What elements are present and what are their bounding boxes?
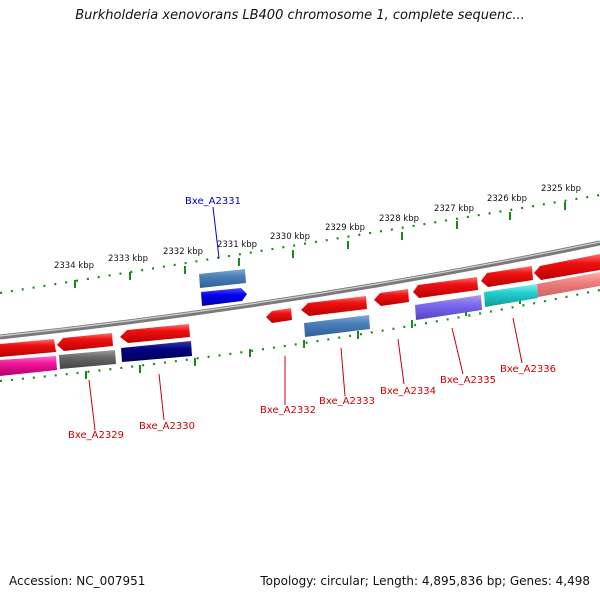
- gene-labels: Bxe_A2331Bxe_A2329Bxe_A2330Bxe_A2332Bxe_…: [68, 196, 556, 441]
- gene-red-2336-upper[interactable]: [481, 266, 533, 287]
- gene-bxe-a2333[interactable]: [304, 315, 370, 337]
- scale-label: 2326 kbp: [487, 194, 527, 204]
- scale-label: 2332 kbp: [163, 247, 203, 257]
- gene-bxe-a2331[interactable]: [201, 288, 247, 306]
- accession-text: Accession: NC_007951: [9, 574, 146, 588]
- gene-label-bxe-a2336[interactable]: Bxe_A2336: [500, 364, 556, 375]
- gene-salmon-right[interactable]: [537, 272, 600, 297]
- gene-bxe-a2331-upper[interactable]: [199, 269, 246, 288]
- gene-label-bxe-a2330[interactable]: Bxe_A2330: [139, 421, 195, 432]
- gene-red-2333-upper[interactable]: [301, 296, 367, 316]
- scale-label: 2327 kbp: [434, 204, 474, 214]
- gene-red-left-1[interactable]: [0, 339, 56, 357]
- gene-bxe-a2329[interactable]: [59, 350, 116, 369]
- gene-bxe-a2334[interactable]: [374, 289, 409, 306]
- scale-label: 2333 kbp: [108, 254, 148, 264]
- gene-bxe-a2336[interactable]: [484, 284, 538, 307]
- map-title: Burkholderia xenovorans LB400 chromosome…: [75, 8, 525, 23]
- scale-label: 2331 kbp: [217, 240, 257, 250]
- gene-label-bxe-a2329[interactable]: Bxe_A2329: [68, 430, 124, 441]
- gene-features: [0, 254, 600, 376]
- scale-label: 2328 kbp: [379, 214, 419, 224]
- gene-label-bxe-a2334[interactable]: Bxe_A2334: [380, 386, 436, 397]
- scale-label: 2329 kbp: [325, 223, 365, 233]
- gene-red-left-3[interactable]: [120, 324, 190, 343]
- scale-label: 2330 kbp: [270, 232, 310, 242]
- gene-label-bxe-a2335[interactable]: Bxe_A2335: [440, 375, 496, 386]
- chromosome-backbone: [0, 240, 600, 340]
- gene-red-left-2[interactable]: [57, 333, 113, 351]
- gene-bxe-a2335[interactable]: [415, 295, 482, 320]
- chromosome-backbone-highlight: [0, 241, 600, 337]
- gene-red-2335-upper[interactable]: [413, 277, 478, 298]
- gene-pink[interactable]: [0, 356, 57, 376]
- gene-label-bxe-a2331[interactable]: Bxe_A2331: [185, 196, 241, 207]
- scale-label: 2334 kbp: [54, 261, 94, 271]
- gene-bxe-a2332[interactable]: [266, 308, 292, 323]
- scale-labels: 2325 kbp 2326 kbp 2327 kbp 2328 kbp 2329 kbp…: [54, 184, 581, 271]
- gene-label-bxe-a2333[interactable]: Bxe_A2333: [319, 396, 375, 407]
- topology-summary: Topology: circular; Length: 4,895,836 bp…: [260, 574, 590, 588]
- gene-red-right[interactable]: [534, 254, 600, 280]
- gene-bxe-a2330[interactable]: [121, 341, 192, 362]
- scale-label: 2325 kbp: [541, 184, 581, 194]
- gene-label-lines: [88, 206, 523, 431]
- gene-label-bxe-a2332[interactable]: Bxe_A2332: [260, 405, 316, 416]
